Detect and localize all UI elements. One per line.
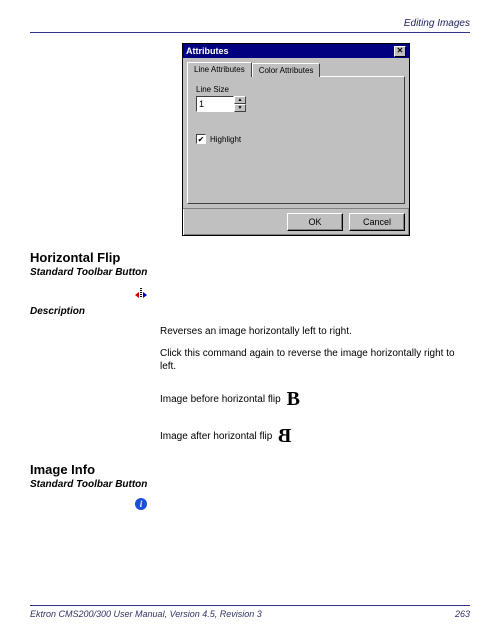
dialog-titlebar: Attributes ✕ xyxy=(183,44,409,58)
after-label: Image after horizontal flip xyxy=(160,431,272,442)
description-label: Description xyxy=(30,306,470,317)
footer-left: Ektron CMS200/300 User Manual, Version 4… xyxy=(30,609,262,619)
hflip-title: Horizontal Flip xyxy=(30,250,470,265)
before-glyph: B xyxy=(287,388,300,411)
flip-axis-icon xyxy=(140,288,142,298)
hflip-desc-line2: Click this command again to reverse the … xyxy=(160,347,470,374)
after-glyph: B xyxy=(278,425,291,448)
footer-page-number: 263 xyxy=(455,609,470,619)
tab-color-attributes[interactable]: Color Attributes xyxy=(252,63,321,77)
hflip-subtitle: Standard Toolbar Button xyxy=(30,267,470,278)
spinner-down-icon[interactable]: ▼ xyxy=(234,104,246,112)
info-icon: i xyxy=(135,498,147,510)
highlight-row: ✔ Highlight xyxy=(196,134,396,144)
arrow-right-icon xyxy=(143,292,147,298)
imageinfo-subtitle: Standard Toolbar Button xyxy=(30,479,470,490)
hflip-toolbar-icon xyxy=(135,286,149,298)
dialog-body: Line Attributes Color Attributes Line Si… xyxy=(183,58,409,208)
tab-line-attributes[interactable]: Line Attributes xyxy=(187,62,252,77)
tab-panel: Line Size ▲ ▼ ✔ Highlight xyxy=(187,76,405,204)
dialog-button-row: OK Cancel xyxy=(183,208,409,235)
highlight-checkbox[interactable]: ✔ xyxy=(196,134,206,144)
line-size-label: Line Size xyxy=(196,85,396,94)
ok-button[interactable]: OK xyxy=(287,213,343,231)
page-footer: Ektron CMS200/300 User Manual, Version 4… xyxy=(30,605,470,619)
after-example: Image after horizontal flip B xyxy=(160,425,470,448)
header-section-label: Editing Images xyxy=(30,18,470,29)
before-label: Image before horizontal flip xyxy=(160,394,281,405)
line-size-spinner: ▲ ▼ xyxy=(196,96,250,112)
spinner-up-icon[interactable]: ▲ xyxy=(234,96,246,104)
line-size-input[interactable] xyxy=(196,96,234,112)
hflip-desc-line1: Reverses an image horizontally left to r… xyxy=(160,325,470,339)
before-example: Image before horizontal flip B xyxy=(160,388,470,411)
imageinfo-title: Image Info xyxy=(30,462,470,477)
arrow-left-icon xyxy=(135,292,139,298)
highlight-label: Highlight xyxy=(210,135,241,144)
tab-strip: Line Attributes Color Attributes xyxy=(187,62,405,77)
cancel-button[interactable]: Cancel xyxy=(349,213,405,231)
dialog-title: Attributes xyxy=(186,46,229,56)
header-rule xyxy=(30,32,470,33)
close-icon[interactable]: ✕ xyxy=(394,46,406,57)
attributes-dialog: Attributes ✕ Line Attributes Color Attri… xyxy=(182,43,410,236)
